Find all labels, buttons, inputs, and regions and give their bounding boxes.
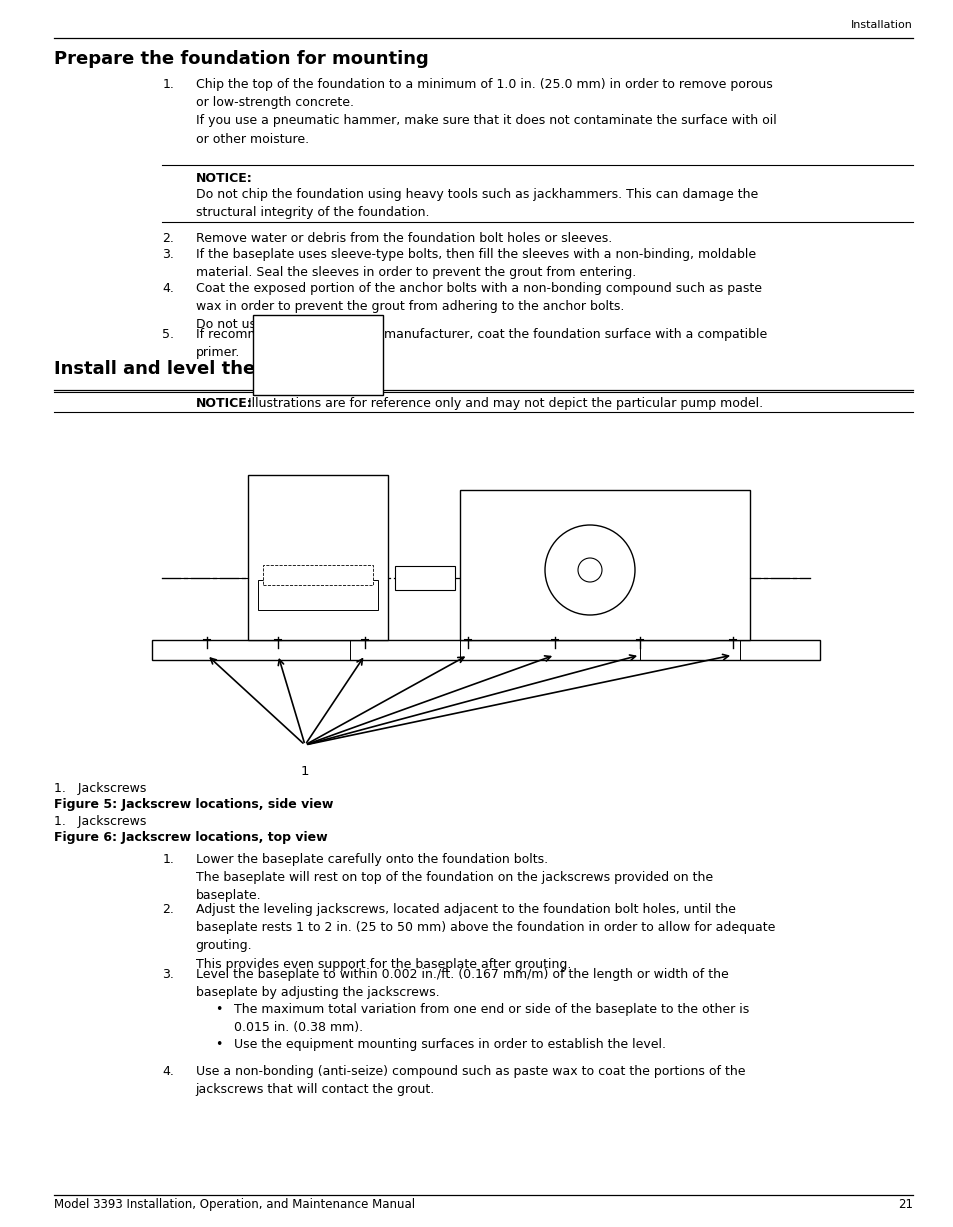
Text: 1: 1 — [300, 764, 309, 778]
Text: 1.: 1. — [162, 853, 173, 866]
Text: 4.: 4. — [162, 282, 173, 294]
Bar — [257, 580, 377, 610]
Text: If the baseplate uses sleeve-type bolts, then fill the sleeves with a non-bindin: If the baseplate uses sleeve-type bolts,… — [195, 248, 755, 280]
Bar — [263, 564, 373, 585]
Text: 2.: 2. — [162, 903, 173, 917]
Text: 3.: 3. — [162, 248, 173, 261]
Bar — [248, 475, 388, 640]
Text: Install and level the baseplate: Install and level the baseplate — [54, 360, 361, 378]
Text: 3.: 3. — [162, 968, 173, 982]
Text: •: • — [215, 1002, 223, 1016]
Text: Adjust the leveling jackscrews, located adjacent to the foundation bolt holes, u: Adjust the leveling jackscrews, located … — [195, 903, 774, 971]
Bar — [253, 315, 382, 395]
Text: The maximum total variation from one end or side of the baseplate to the other i: The maximum total variation from one end… — [233, 1002, 748, 1034]
Text: Prepare the foundation for mounting: Prepare the foundation for mounting — [54, 50, 429, 67]
Bar — [459, 490, 749, 640]
Text: Installation: Installation — [850, 20, 912, 29]
Text: Lower the baseplate carefully onto the foundation bolts.
The baseplate will rest: Lower the baseplate carefully onto the f… — [195, 853, 712, 902]
Text: Illustrations are for reference only and may not depict the particular pump mode: Illustrations are for reference only and… — [248, 398, 761, 410]
Text: NOTICE:: NOTICE: — [195, 172, 252, 185]
Text: Model 3393 Installation, Operation, and Maintenance Manual: Model 3393 Installation, Operation, and … — [54, 1198, 416, 1211]
Bar — [152, 640, 820, 660]
Text: Do not chip the foundation using heavy tools such as jackhammers. This can damag: Do not chip the foundation using heavy t… — [195, 188, 757, 220]
Text: Chip the top of the foundation to a minimum of 1.0 in. (25.0 mm) in order to rem: Chip the top of the foundation to a mini… — [195, 79, 776, 146]
Text: •: • — [215, 1038, 223, 1052]
Text: 5.: 5. — [162, 328, 174, 341]
Circle shape — [544, 525, 635, 615]
Text: Use a non-bonding (anti-seize) compound such as paste wax to coat the portions o: Use a non-bonding (anti-seize) compound … — [195, 1065, 744, 1096]
Text: NOTICE:: NOTICE: — [195, 398, 252, 410]
Text: Level the baseplate to within 0.002 in./ft. (0.167 mm/m) of the length or width : Level the baseplate to within 0.002 in./… — [195, 968, 727, 999]
Circle shape — [578, 558, 601, 582]
Text: 1.   Jackscrews: 1. Jackscrews — [54, 782, 147, 795]
Text: 1.: 1. — [162, 79, 173, 91]
Bar — [395, 566, 455, 590]
Text: If recommended by the grout manufacturer, coat the foundation surface with a com: If recommended by the grout manufacturer… — [195, 328, 766, 360]
Text: 4.: 4. — [162, 1065, 173, 1079]
Text: 1.   Jackscrews: 1. Jackscrews — [54, 815, 147, 828]
Text: 2.: 2. — [162, 232, 173, 245]
Text: Remove water or debris from the foundation bolt holes or sleeves.: Remove water or debris from the foundati… — [195, 232, 611, 245]
Text: Coat the exposed portion of the anchor bolts with a non-bonding compound such as: Coat the exposed portion of the anchor b… — [195, 282, 760, 331]
Text: 21: 21 — [897, 1198, 912, 1211]
Text: Figure 6: Jackscrew locations, top view: Figure 6: Jackscrew locations, top view — [54, 831, 328, 844]
Text: Use the equipment mounting surfaces in order to establish the level.: Use the equipment mounting surfaces in o… — [233, 1038, 665, 1052]
Text: Figure 5: Jackscrew locations, side view: Figure 5: Jackscrew locations, side view — [54, 798, 334, 811]
